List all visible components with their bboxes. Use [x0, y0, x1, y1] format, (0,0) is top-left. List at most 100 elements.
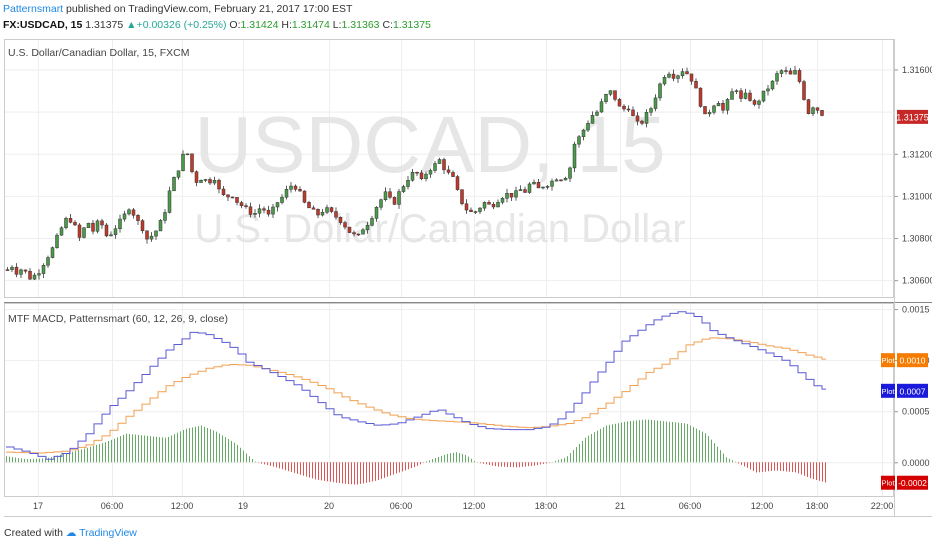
candle-body — [455, 176, 460, 190]
candle-body — [766, 88, 770, 92]
price-tick-label: 1.31000 — [902, 191, 932, 201]
candle-body — [500, 198, 505, 203]
candle-body — [82, 227, 86, 238]
time-tick-label: 18:00 — [806, 501, 829, 511]
candle-body — [631, 109, 635, 117]
candle-body — [811, 107, 815, 114]
candle-body — [505, 193, 509, 199]
candle-body — [698, 87, 703, 107]
candle-body — [541, 186, 545, 189]
candle-body — [136, 215, 140, 221]
candle-body — [230, 196, 235, 199]
candle-body — [568, 167, 572, 179]
plot-name-badge — [881, 383, 895, 398]
candle-body — [370, 218, 374, 226]
candle-body — [820, 110, 824, 116]
watermark-symbol: USDCAD, 15 — [194, 100, 665, 189]
candle-body — [604, 94, 608, 102]
time-tick-label: 12:00 — [463, 501, 486, 511]
candle-body — [154, 230, 158, 237]
candle-body — [91, 222, 95, 232]
candle-body — [680, 71, 685, 76]
candle-body — [388, 191, 392, 198]
main-pane-title: U.S. Dollar/Canadian Dollar, 15, FXCM — [8, 47, 190, 59]
publish-line: Patternsmart published on TradingView.co… — [3, 3, 352, 15]
candle-body — [482, 202, 487, 209]
symbol-label: FX:USDCAD, 15 — [3, 19, 83, 31]
candle-body — [446, 169, 451, 173]
candle-body — [662, 77, 667, 85]
candle-body — [343, 222, 347, 228]
low-label: L: — [332, 19, 342, 31]
candle-body — [586, 123, 590, 131]
candle-body — [667, 73, 671, 78]
candle-body — [658, 83, 662, 99]
candle-body — [703, 106, 707, 115]
candle-body — [559, 179, 563, 182]
candle-body — [415, 171, 419, 174]
candle-body — [428, 170, 433, 175]
last-price-badge-text: 1.31375 — [896, 112, 929, 122]
candle-body — [208, 179, 212, 184]
candle-body — [122, 213, 127, 220]
candle-body — [473, 211, 478, 213]
candle-body — [46, 257, 50, 266]
candle-body — [118, 218, 122, 229]
candle-body — [266, 209, 271, 215]
candle-body — [581, 129, 586, 137]
candle-body — [527, 183, 532, 193]
candle-body — [275, 202, 280, 208]
candle-body — [599, 101, 604, 113]
price-tick-label: 1.31600 — [902, 65, 932, 75]
plot-name-text: Plot — [882, 356, 896, 365]
candle-body — [127, 209, 131, 215]
candle-body — [145, 230, 149, 240]
candle-body — [158, 220, 163, 232]
candle-body — [577, 136, 581, 145]
candle-body — [298, 189, 302, 192]
candle-body — [86, 222, 91, 228]
macd-pane-frame — [4, 303, 894, 497]
tradingview-logo-icon: ☁ — [65, 527, 77, 539]
candle-body — [676, 75, 680, 79]
macd-histogram — [6, 419, 826, 485]
candle-body — [28, 270, 32, 280]
candle-body — [815, 107, 820, 111]
candle-body — [487, 202, 491, 205]
candle-body — [725, 99, 730, 111]
candle-body — [329, 207, 334, 212]
time-tick-label: 12:00 — [751, 501, 774, 511]
candle-body — [743, 92, 748, 99]
price-axis-ticks: 1.30600 1.30800 1.31000 1.31200 1.31600 0.001… — [894, 65, 932, 468]
candle-body — [320, 212, 325, 216]
candle-body — [550, 180, 554, 187]
candle-body — [280, 196, 284, 203]
candle-body — [104, 224, 109, 237]
candle-body — [23, 269, 28, 272]
candle-body — [617, 99, 622, 107]
candle-body — [14, 266, 19, 275]
candle-body — [730, 91, 734, 100]
macd-tick-label: 0.0000 — [902, 458, 930, 468]
candle-body — [770, 80, 775, 90]
candle-body — [194, 171, 199, 183]
candle-body — [433, 163, 437, 171]
candle-body — [163, 212, 167, 221]
time-tick-label: 20 — [324, 501, 334, 511]
candle-body — [401, 186, 406, 192]
plot-name-text: Plot — [882, 479, 896, 488]
author-link[interactable]: Patternsmart — [3, 3, 64, 15]
candle-body — [419, 172, 424, 179]
candle-body — [608, 90, 613, 95]
plot-value-text: 0.0007 — [900, 386, 926, 396]
candle-body — [41, 265, 46, 274]
time-tick-label: 12:00 — [171, 501, 194, 511]
candle-body — [185, 153, 190, 156]
candle-body — [784, 70, 788, 72]
candle-body — [289, 185, 293, 190]
tradingview-link[interactable]: TradingView — [79, 527, 137, 539]
candle-body — [113, 228, 118, 236]
candle-body — [406, 180, 410, 187]
candle-body — [392, 197, 397, 205]
